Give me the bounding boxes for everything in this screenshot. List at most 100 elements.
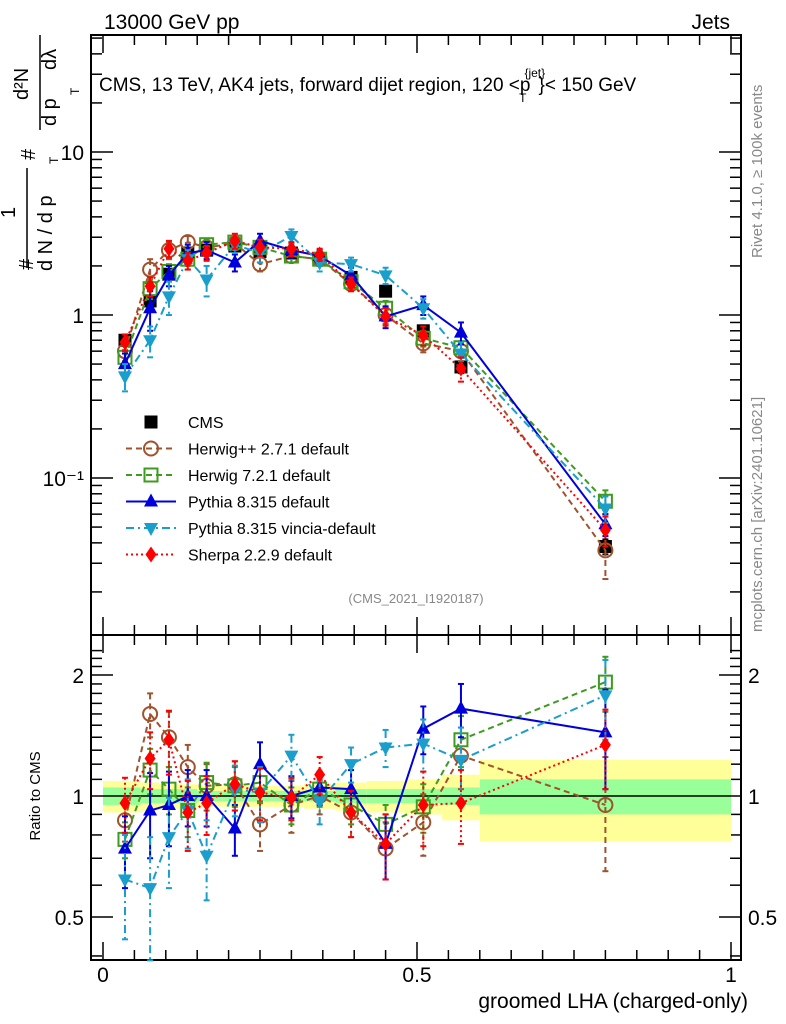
data-point-ratio-sherpa-2-2-9-default bbox=[163, 731, 175, 748]
xtick-label: 0.5 bbox=[402, 964, 431, 987]
ylabel-hash-2: # bbox=[18, 148, 40, 160]
data-point-pythia-8-315-default bbox=[227, 254, 242, 268]
data-point-ratio-pythia-8-315-vincia-default bbox=[161, 832, 176, 846]
legend-label: Pythia 8.315 vincia-default bbox=[188, 521, 376, 538]
data-point-ratio-sherpa-2-2-9-default bbox=[285, 789, 297, 806]
data-point-ratio-pythia-8-315-default bbox=[453, 700, 468, 714]
data-point-sherpa-2-2-9-default bbox=[182, 252, 194, 269]
data-point-sherpa-2-2-9-default bbox=[144, 278, 156, 295]
legend: CMS Herwig++ 2.7.1 default Herwig 7.2.1 de… bbox=[126, 415, 376, 565]
series-line-pythia-8-315-default bbox=[124, 239, 607, 525]
series-line-ratio-sherpa-2-2-9-default bbox=[124, 737, 606, 846]
data-point-pythia-8-315-default bbox=[143, 300, 158, 314]
ratio-ytick-label-left: 2 bbox=[72, 665, 84, 688]
xtick-label: 1 bbox=[725, 964, 737, 987]
ratio-ytick-label-right: 2 bbox=[748, 665, 760, 688]
data-point-ratio-sherpa-2-2-9-default bbox=[144, 750, 156, 767]
data-point-pythia-8-315-vincia-default bbox=[453, 348, 468, 362]
legend-item-herwig-7-2-1-default: Herwig 7.2.1 default bbox=[126, 467, 331, 485]
data-point-pythia-8-315-default bbox=[453, 324, 468, 338]
data-point-sherpa-2-2-9-default bbox=[599, 521, 611, 538]
data-point-sherpa-2-2-9-default bbox=[229, 232, 241, 249]
ylabel-den: d N / d p bbox=[35, 195, 57, 271]
data-point-sherpa-2-2-9-default bbox=[345, 275, 357, 292]
legend-marker bbox=[144, 415, 158, 429]
header-left: 13000 GeV pp bbox=[104, 11, 239, 34]
data-point-ratio-sherpa-2-2-9-default bbox=[380, 835, 392, 852]
ylabel-num-den: d p bbox=[39, 98, 61, 126]
data-point-sherpa-2-2-9-default bbox=[254, 239, 266, 256]
data-point-sherpa-2-2-9-default bbox=[285, 240, 297, 257]
data-point-ratio-pythia-8-315-vincia-default bbox=[378, 742, 393, 756]
legend-item-cms: CMS bbox=[144, 415, 224, 432]
data-point-sherpa-2-2-9-default bbox=[314, 246, 326, 263]
legend-marker bbox=[143, 467, 159, 483]
title-sup: {jet} bbox=[524, 66, 545, 80]
legend-marker bbox=[144, 493, 158, 507]
main-series-group bbox=[116, 228, 614, 581]
legend-marker bbox=[145, 546, 157, 563]
main-ytick-label: 10 bbox=[61, 142, 84, 165]
legend-item-pythia-8-315-default: Pythia 8.315 default bbox=[126, 493, 330, 512]
ratio-ytick-label-left: 0.5 bbox=[55, 907, 84, 930]
data-point-ratio-pythia-8-315-vincia-default bbox=[117, 874, 132, 888]
data-point-pythia-8-315-vincia-default bbox=[143, 335, 158, 349]
mcplots-label: mcplots.cern.ch [arXiv:2401.10621] bbox=[749, 397, 766, 632]
data-point-sherpa-2-2-9-default bbox=[163, 240, 175, 257]
series-line-sherpa-2-2-9-default bbox=[124, 239, 607, 531]
legend-item-pythia-8-315-vincia-default: Pythia 8.315 vincia-default bbox=[126, 521, 376, 538]
data-point-ratio-pythia-8-315-vincia-default bbox=[143, 883, 158, 897]
data-point-ratio-sherpa-2-2-9-default bbox=[345, 804, 357, 821]
data-point-ratio-pythia-8-315-vincia-default bbox=[453, 754, 468, 768]
main-ylabel: # 1 d N / d p T # d²N d p T dλ bbox=[0, 35, 82, 271]
data-point-sherpa-2-2-9-default bbox=[455, 360, 467, 377]
data-point-ratio-pythia-8-315-vincia-default bbox=[312, 796, 327, 810]
series-line-herwig-7-2-1-default bbox=[124, 241, 607, 502]
ylabel-sub-2: T bbox=[68, 87, 82, 95]
legend-label: Sherpa 2.2.9 default bbox=[188, 548, 333, 565]
legend-marker bbox=[144, 523, 158, 536]
data-point-ratio-pythia-8-315-default bbox=[143, 802, 158, 816]
ratio-series-group bbox=[116, 655, 614, 962]
data-point-ratio-sherpa-2-2-9-default bbox=[314, 766, 326, 783]
data-point-ratio-pythia-8-315-vincia-default bbox=[344, 759, 359, 773]
series-line-pythia-8-315-vincia-default bbox=[124, 234, 607, 510]
data-point-pythia-8-315-vincia-default bbox=[284, 231, 299, 245]
legend-label: Herwig++ 2.7.1 default bbox=[188, 442, 350, 459]
ylabel-one: 1 bbox=[0, 207, 20, 218]
series-pythia-8-315-default bbox=[117, 232, 613, 538]
data-point-ratio-sherpa-2-2-9-default bbox=[119, 795, 131, 812]
data-point-ratio-sherpa-2-2-9-default bbox=[455, 795, 467, 812]
data-point-ratio-pythia-8-315-vincia-default bbox=[416, 738, 431, 752]
legend-label: CMS bbox=[188, 415, 224, 432]
data-point-pythia-8-315-default bbox=[117, 356, 132, 370]
data-point-ratio-pythia-8-315-default bbox=[180, 788, 195, 801]
data-point-ratio-pythia-8-315-default bbox=[344, 781, 359, 795]
ratio-ytick-label-left: 1 bbox=[72, 786, 84, 809]
data-point-ratio-sherpa-2-2-9-default bbox=[182, 804, 194, 821]
data-point-ratio-sherpa-2-2-9-default bbox=[417, 796, 429, 813]
data-point-ratio-herwig-2-7-1-default bbox=[597, 796, 614, 813]
data-point-ratio-herwig-2-7-1-default bbox=[142, 705, 159, 722]
legend-item-herwig-2-7-1-default: Herwig++ 2.7.1 default bbox=[126, 440, 350, 459]
data-point-pythia-8-315-vincia-default bbox=[312, 257, 327, 271]
data-point-ratio-sherpa-2-2-9-default bbox=[599, 736, 611, 753]
ylabel-num-top: d²N bbox=[11, 68, 33, 100]
main-ytick-label: 1 bbox=[72, 305, 84, 328]
title-pre: CMS, 13 TeV, AK4 jets, forward dijet reg… bbox=[99, 75, 530, 96]
data-point-ratio-pythia-8-315-default bbox=[199, 788, 214, 801]
legend-label: Herwig 7.2.1 default bbox=[188, 468, 331, 485]
data-point-pythia-8-315-default bbox=[344, 267, 359, 281]
data-point-pythia-8-315-vincia-default bbox=[161, 291, 176, 305]
title-post: }< 150 GeV bbox=[539, 75, 637, 96]
main-ytick-label: 10⁻¹ bbox=[43, 468, 84, 491]
data-point-ratio-sherpa-2-2-9-default bbox=[254, 784, 266, 801]
series-line-ratio-pythia-8-315-vincia-default bbox=[124, 694, 606, 890]
data-point-ratio-pythia-8-315-default bbox=[227, 820, 242, 834]
ylabel-dl: dλ bbox=[39, 49, 61, 70]
legend-label: Pythia 8.315 default bbox=[188, 495, 330, 512]
data-point-sherpa-2-2-9-default bbox=[417, 327, 429, 344]
xtick-label: 0 bbox=[97, 964, 109, 987]
title-sub: T bbox=[519, 91, 527, 105]
